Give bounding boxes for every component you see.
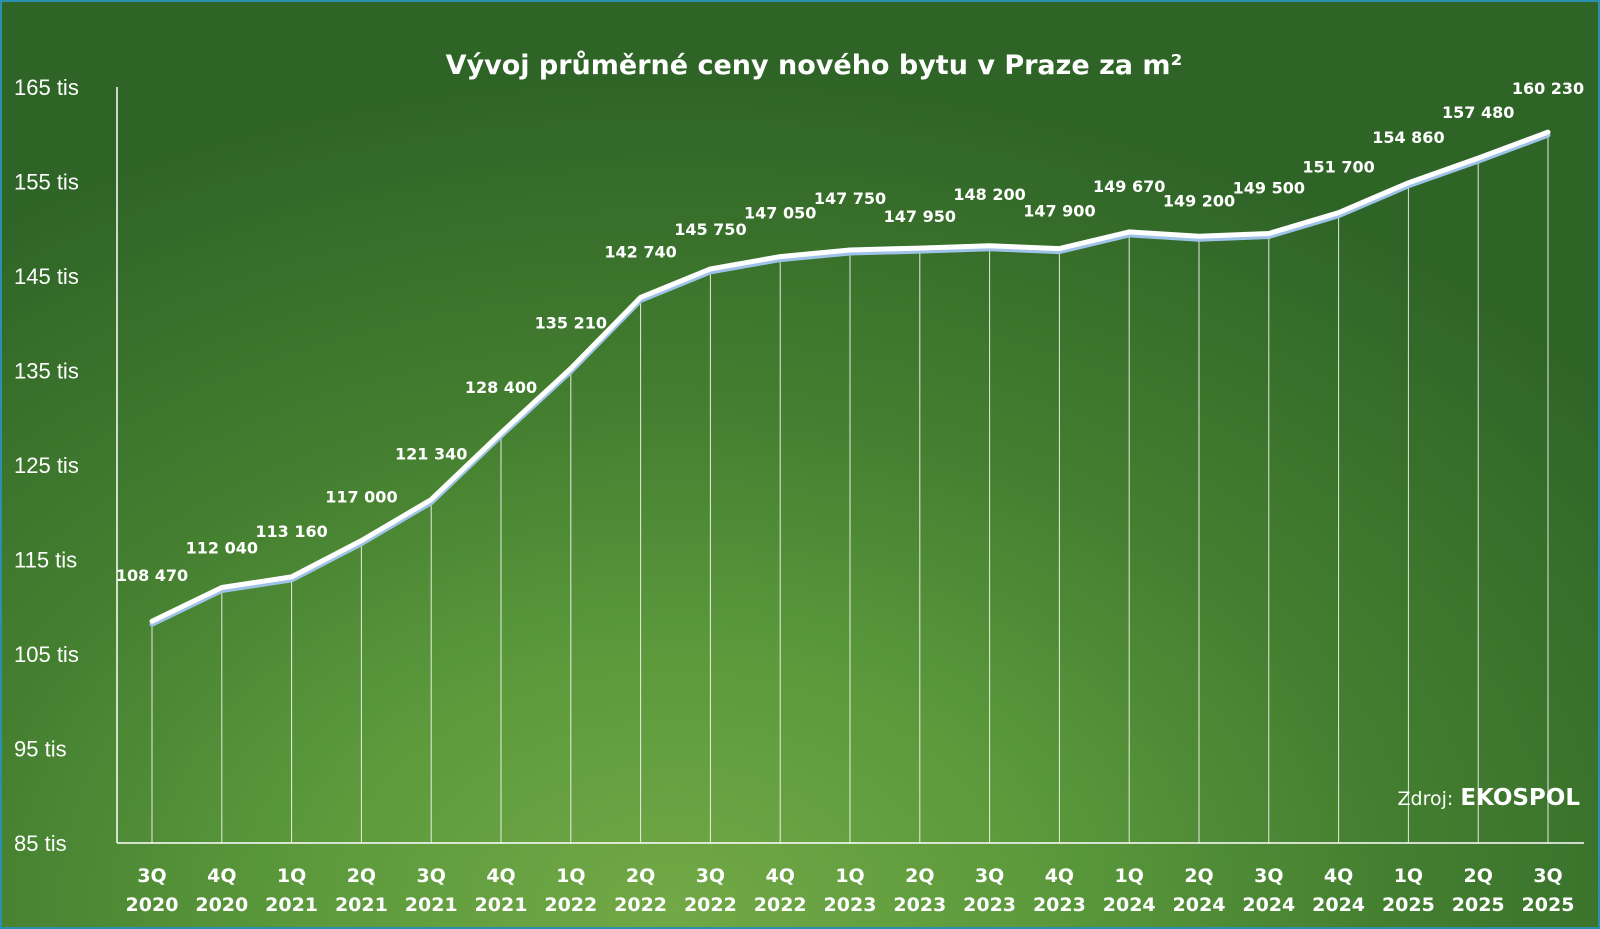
y-tick-label: 135 tis (14, 359, 79, 384)
x-tick-label-quarter: 4Q (766, 865, 795, 887)
chart-title: Vývoj průměrné ceny nového bytu v Praze … (446, 50, 1183, 81)
x-tick-label-year: 2021 (335, 894, 388, 916)
x-tick-label-quarter: 2Q (1464, 865, 1493, 887)
x-tick-label-year: 2023 (963, 894, 1016, 916)
x-tick-label-quarter: 3Q (1254, 865, 1283, 887)
data-label: 149 200 (1163, 191, 1235, 210)
x-tick-label-year: 2022 (684, 894, 737, 916)
x-tick-label-quarter: 3Q (696, 865, 725, 887)
x-tick-label-year: 2024 (1312, 894, 1365, 916)
x-tick-label-quarter: 1Q (556, 865, 585, 887)
x-tick-label-year: 2024 (1242, 894, 1295, 916)
x-tick-label-year: 2023 (1033, 894, 1086, 916)
x-tick-labels: 3Q 2020 4Q 2020 1Q 2021 2Q 2021 3Q 2021 4Q 2021 1Q 20… (126, 865, 1575, 916)
x-tick-label-quarter: 1Q (277, 865, 306, 887)
x-tick-label-year: 2020 (126, 894, 179, 916)
data-label: 135 210 (535, 314, 607, 333)
series-line-group (149, 129, 1551, 627)
x-tick-label-quarter: 3Q (417, 865, 446, 887)
x-tick-label-quarter: 3Q (1533, 865, 1562, 887)
x-tick-label-quarter: 3Q (975, 865, 1004, 887)
data-label: 147 050 (744, 204, 816, 223)
y-tick-label: 95 tis (14, 737, 67, 762)
y-tick-label: 125 tis (14, 453, 79, 478)
data-label: 149 500 (1233, 178, 1305, 197)
x-tick-label-quarter: 4Q (1324, 865, 1353, 887)
data-label: 149 670 (1093, 177, 1165, 196)
x-tick-label-year: 2025 (1382, 894, 1435, 916)
x-tick-label-quarter: 3Q (137, 865, 166, 887)
x-tick-label-year: 2023 (893, 894, 946, 916)
data-label: 154 860 (1372, 128, 1444, 147)
x-tick-label-quarter: 2Q (905, 865, 934, 887)
data-label: 160 230 (1512, 79, 1584, 98)
x-tick-label-year: 2022 (754, 894, 807, 916)
source-name: EKOSPOL (1460, 785, 1580, 811)
x-tick-label-quarter: 4Q (1045, 865, 1074, 887)
x-tick-label-year: 2023 (824, 894, 877, 916)
y-tick-label: 165 tis (14, 75, 79, 100)
x-tick-label-quarter: 1Q (1394, 865, 1423, 887)
x-tick-label-year: 2022 (544, 894, 597, 916)
data-label: 128 400 (465, 378, 537, 397)
x-tick-label-quarter: 1Q (835, 865, 864, 887)
data-label: 147 950 (884, 207, 956, 226)
source-prefix: Zdroj: (1398, 788, 1454, 810)
x-tick-label-year: 2021 (475, 894, 528, 916)
x-tick-label-quarter: 4Q (486, 865, 515, 887)
y-tick-label: 115 tis (14, 548, 77, 573)
data-label: 117 000 (325, 488, 397, 507)
x-tick-label-quarter: 2Q (626, 865, 655, 887)
x-tick-label-year: 2021 (405, 894, 458, 916)
data-label: 112 040 (186, 538, 258, 557)
x-tick-label-quarter: 2Q (1184, 865, 1213, 887)
x-tick-label-year: 2021 (265, 894, 318, 916)
series-line (149, 129, 1551, 624)
drop-lines (151, 132, 1549, 843)
x-tick-label-year: 2020 (195, 894, 248, 916)
y-tick-label: 105 tis (14, 642, 79, 667)
data-label: 151 700 (1302, 158, 1374, 177)
data-label: 145 750 (674, 220, 746, 239)
y-tick-label: 155 tis (14, 170, 79, 195)
axes (116, 87, 1584, 844)
data-label: 147 900 (1023, 202, 1095, 221)
data-label: 157 480 (1442, 103, 1514, 122)
x-tick-label-year: 2025 (1522, 894, 1575, 916)
x-tick-label-year: 2022 (614, 894, 667, 916)
x-tick-label-year: 2025 (1452, 894, 1505, 916)
x-tick-label-quarter: 2Q (347, 865, 376, 887)
data-label: 113 160 (255, 522, 327, 541)
data-label: 142 740 (604, 242, 676, 261)
x-tick-label-quarter: 1Q (1115, 865, 1144, 887)
data-label: 147 750 (814, 189, 886, 208)
series-line-shadow (149, 132, 1551, 627)
y-tick-labels: 85 tis 95 tis 105 tis 115 tis 125 tis 135 tis… (14, 75, 79, 856)
x-tick-label-quarter: 4Q (207, 865, 236, 887)
data-label: 108 470 (116, 566, 188, 585)
data-label: 121 340 (395, 445, 467, 464)
x-tick-label-year: 2024 (1103, 894, 1156, 916)
y-tick-label: 145 tis (14, 264, 79, 289)
data-label: 148 200 (953, 185, 1025, 204)
y-tick-label: 85 tis (14, 831, 67, 856)
x-tick-label-year: 2024 (1173, 894, 1226, 916)
source-note: Zdroj: EKOSPOL (1398, 785, 1581, 811)
